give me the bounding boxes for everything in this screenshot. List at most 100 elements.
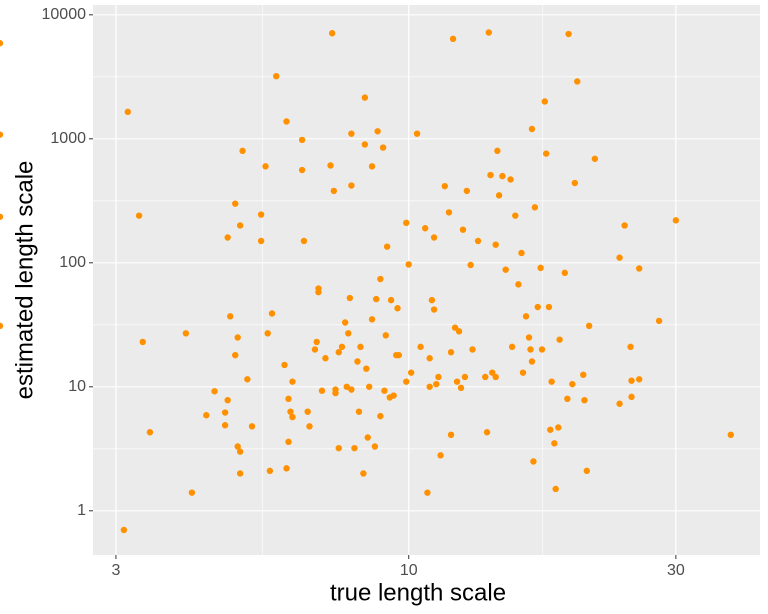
point <box>424 489 431 496</box>
point <box>530 458 537 465</box>
point <box>542 150 550 157</box>
x-tick-label: 3 <box>111 562 120 579</box>
point <box>545 303 553 311</box>
point <box>494 147 501 155</box>
point <box>518 249 525 257</box>
point <box>289 413 296 421</box>
point <box>224 234 231 241</box>
point <box>382 332 389 339</box>
point <box>417 343 424 351</box>
point <box>224 396 231 404</box>
point <box>455 328 463 335</box>
point <box>459 226 467 233</box>
point <box>441 182 449 190</box>
point <box>569 380 576 388</box>
point <box>628 377 635 384</box>
point <box>322 355 329 362</box>
point <box>428 296 436 304</box>
point <box>487 171 494 179</box>
point <box>528 358 536 365</box>
point <box>537 264 544 272</box>
point <box>403 219 410 227</box>
point <box>313 338 320 346</box>
point <box>139 338 146 346</box>
point <box>0 213 4 220</box>
point <box>351 444 358 452</box>
point <box>354 358 361 365</box>
point <box>407 369 415 376</box>
point <box>188 489 196 496</box>
point <box>371 443 379 450</box>
point <box>449 35 457 43</box>
point <box>551 440 558 447</box>
point <box>421 225 429 232</box>
point <box>360 470 367 477</box>
point <box>364 434 371 441</box>
point <box>345 330 352 337</box>
point <box>555 424 562 431</box>
point <box>502 266 509 273</box>
point <box>0 40 4 47</box>
point <box>591 155 599 162</box>
point <box>495 192 503 199</box>
point <box>343 383 350 390</box>
point <box>499 172 506 180</box>
point <box>236 448 244 455</box>
point <box>348 182 355 189</box>
point <box>525 334 533 341</box>
point <box>581 396 588 404</box>
point <box>457 384 465 392</box>
point <box>315 285 322 292</box>
point <box>403 378 410 385</box>
point <box>616 400 623 407</box>
point <box>368 163 376 170</box>
point <box>507 176 514 183</box>
y-axis-title: estimated length scale <box>11 161 38 400</box>
point <box>395 351 402 359</box>
point <box>447 349 455 356</box>
point <box>239 147 246 155</box>
point <box>541 98 549 105</box>
point <box>300 237 308 245</box>
point <box>0 322 4 330</box>
point <box>257 237 265 245</box>
point <box>390 392 397 399</box>
point <box>236 222 244 229</box>
point <box>306 423 313 430</box>
point <box>628 393 635 401</box>
point <box>234 443 241 450</box>
point <box>234 334 241 341</box>
point <box>341 319 349 326</box>
point <box>281 361 288 369</box>
point <box>437 452 444 459</box>
point <box>221 409 229 416</box>
point <box>361 141 369 148</box>
point <box>361 94 369 101</box>
point <box>146 429 154 436</box>
point <box>368 316 376 323</box>
point <box>512 212 519 219</box>
point <box>467 261 474 269</box>
x-axis-title: true length scale <box>330 579 506 606</box>
point <box>182 330 190 337</box>
point <box>534 303 541 311</box>
point <box>426 383 433 390</box>
point <box>571 179 579 187</box>
point <box>474 237 482 245</box>
point <box>519 369 527 376</box>
point <box>273 72 280 80</box>
point <box>335 444 342 452</box>
point <box>221 422 229 429</box>
point <box>531 204 539 211</box>
point <box>283 465 290 472</box>
point <box>522 313 530 320</box>
point <box>120 526 128 534</box>
point <box>635 265 643 272</box>
point <box>266 467 274 475</box>
point <box>377 275 384 283</box>
point <box>580 371 587 378</box>
point <box>583 467 591 475</box>
point <box>727 431 734 439</box>
point <box>304 408 311 415</box>
